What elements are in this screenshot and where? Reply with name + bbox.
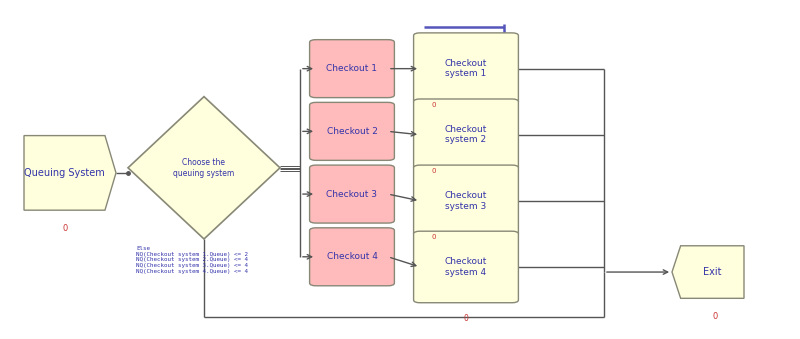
FancyBboxPatch shape [414,165,518,237]
Text: Choose the
queuing system: Choose the queuing system [174,158,234,178]
Text: Checkout 2: Checkout 2 [326,127,378,136]
Polygon shape [128,97,280,239]
Polygon shape [672,246,744,298]
Text: Else
NQ(Checkout system 1.Queue) <= 2
NQ(Checkout system 2.Queue) <= 4
NQ(Checko: Else NQ(Checkout system 1.Queue) <= 2 NQ… [136,246,248,274]
Polygon shape [24,136,116,210]
FancyBboxPatch shape [310,102,394,160]
Text: 0: 0 [432,168,437,174]
Text: 0: 0 [463,314,469,323]
FancyBboxPatch shape [414,231,518,303]
Text: 0: 0 [713,313,718,321]
FancyBboxPatch shape [414,33,518,104]
Text: Checkout
system 3: Checkout system 3 [445,191,487,211]
Text: 0: 0 [432,102,437,108]
Text: Checkout
system 1: Checkout system 1 [445,59,487,78]
Text: Checkout 4: Checkout 4 [326,252,378,261]
Text: Queuing System: Queuing System [24,168,105,178]
FancyBboxPatch shape [310,165,394,223]
Text: Checkout
system 2: Checkout system 2 [445,125,487,144]
FancyBboxPatch shape [310,40,394,98]
FancyBboxPatch shape [414,99,518,171]
FancyBboxPatch shape [310,228,394,286]
Text: 0: 0 [432,234,437,240]
Text: Checkout 1: Checkout 1 [326,64,378,73]
Text: Checkout 3: Checkout 3 [326,190,378,199]
Text: Exit: Exit [703,267,722,277]
Text: 0: 0 [62,224,68,233]
Text: Checkout
system 4: Checkout system 4 [445,257,487,277]
